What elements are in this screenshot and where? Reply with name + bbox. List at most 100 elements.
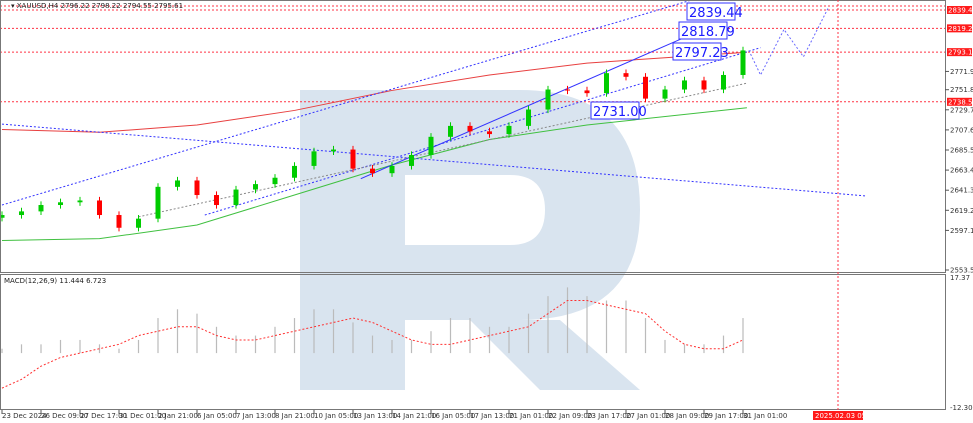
forecast-time-label: 2025.02.03 05:00: [815, 412, 877, 420]
watermark-logo: [300, 90, 640, 390]
x-tick-label: 27 Jan 01:00: [626, 412, 670, 420]
candle-body: [545, 89, 551, 110]
candle-body: [331, 149, 336, 152]
y-tick-label: 2553.55: [950, 267, 973, 275]
candle-body: [272, 177, 278, 185]
candle-body: [428, 136, 434, 156]
candle-body: [662, 89, 668, 99]
price-annotation: 2839.44: [689, 6, 743, 21]
price-label-badge: [947, 24, 972, 33]
candle-body: [740, 50, 746, 75]
x-tick-label: 2 Jan 21:00: [158, 412, 198, 420]
main-plot-frame: [0, 0, 946, 273]
symbol-label: XAUUSD,H4: [17, 2, 59, 10]
price-label: 2738.50: [948, 98, 973, 106]
price-annotation-box: [590, 101, 640, 120]
x-tick-label: 31 Jan 01:00: [743, 412, 787, 420]
x-tick-label: 26 Dec 09:00: [41, 412, 88, 420]
candle-body: [136, 218, 141, 228]
candle-body: [526, 109, 531, 126]
candle-body: [292, 165, 297, 178]
candle-body: [350, 149, 356, 169]
x-tick-label: 22 Jan 09:00: [548, 412, 592, 420]
candle-body: [448, 125, 453, 137]
candle-body: [116, 215, 122, 228]
candle-body: [623, 73, 629, 77]
candle-body: [584, 90, 590, 94]
trend-line: [204, 47, 761, 216]
price-annotation-box: [678, 21, 728, 40]
candle-body: [721, 74, 726, 90]
price-label-badge: [947, 6, 972, 14]
forecast-time-badge: [813, 411, 863, 420]
candle-body: [58, 202, 63, 206]
price-label: 2793.11: [948, 49, 973, 57]
candle-body: [233, 189, 239, 206]
x-tick-label: 17 Jan 13:00: [470, 412, 514, 420]
y-tick-label: 2619.20: [950, 207, 973, 215]
candle-body: [214, 195, 219, 206]
moving-average-green: [1, 107, 747, 241]
x-tick-label: 31 Dec 01:00: [119, 412, 166, 420]
y-tick-label: 2771.90: [950, 68, 973, 76]
x-tick-label: 23 Jan 17:00: [587, 412, 631, 420]
x-tick-label: 16 Jan 05:00: [431, 412, 475, 420]
y-tick-label: 2641.30: [950, 187, 973, 195]
x-tick-label: 7 Jan 13:00: [236, 412, 276, 420]
macd-y-tick-label: -12.308: [950, 404, 973, 412]
x-tick-label: 14 Jan 21:00: [392, 412, 436, 420]
x-tick-label: 27 Dec 17:00: [80, 412, 127, 420]
macd-signal-line: [1, 300, 744, 389]
x-tick-label: 8 Jan 21:00: [275, 412, 315, 420]
forecast-path: [748, 6, 830, 77]
trend-line: [360, 34, 691, 180]
candle-body: [370, 168, 375, 174]
candle-body: [97, 200, 102, 216]
symbol-header: ▾ XAUUSD,H4 2796.22 2798.22 2794.55 2795…: [11, 2, 183, 10]
price-annotation-box: [686, 2, 736, 21]
candle-body: [409, 155, 414, 166]
price-label-badge: [947, 97, 972, 106]
price-annotation: 2797.23: [675, 46, 729, 61]
candle-body: [487, 131, 492, 135]
y-tick-label: 2729.70: [950, 106, 973, 114]
x-tick-label: 28 Jan 09:00: [665, 412, 709, 420]
y-tick-label: 2597.10: [950, 227, 973, 235]
candle-body: [253, 184, 258, 190]
price-label: 2839.44: [948, 7, 973, 15]
macd-title: MACD(12,26,9) 11.444 6.723: [4, 277, 106, 285]
candle-body: [643, 76, 648, 99]
candle-body: [194, 180, 200, 196]
moving-average-red: [1, 51, 747, 133]
candle-body: [0, 215, 5, 218]
macd-plot-frame: [0, 274, 946, 410]
collapse-arrow-icon[interactable]: ▾: [11, 2, 17, 10]
candle-body: [175, 180, 180, 187]
price-annotation: 2731.00: [593, 105, 647, 120]
candle-body: [38, 205, 44, 212]
x-tick-label: 13 Jan 13:00: [353, 412, 397, 420]
candle-body: [389, 165, 395, 174]
candle-body: [506, 125, 512, 135]
candle-body: [604, 73, 609, 94]
candle-body: [467, 125, 473, 132]
candle-body: [77, 200, 83, 203]
y-tick-label: 2707.60: [950, 126, 973, 134]
candle-body: [19, 211, 24, 216]
y-tick-label: 2751.80: [950, 86, 973, 94]
candle-body: [682, 80, 687, 90]
macd-y-tick-label: 17.37: [950, 274, 970, 282]
candle-body: [311, 151, 317, 166]
y-tick-label: 2685.50: [950, 146, 973, 154]
price-annotation-box: [672, 42, 722, 61]
y-tick-label: 2663.40: [950, 167, 973, 175]
x-tick-label: 23 Dec 2024: [2, 412, 47, 420]
price-annotation: 2818.79: [681, 25, 735, 40]
x-tick-label: 10 Jan 05:00: [314, 412, 358, 420]
candle-body: [155, 186, 161, 219]
candle-body: [565, 89, 570, 91]
price-label: 2819.25: [948, 25, 973, 33]
x-tick-label: 21 Jan 01:00: [509, 412, 553, 420]
